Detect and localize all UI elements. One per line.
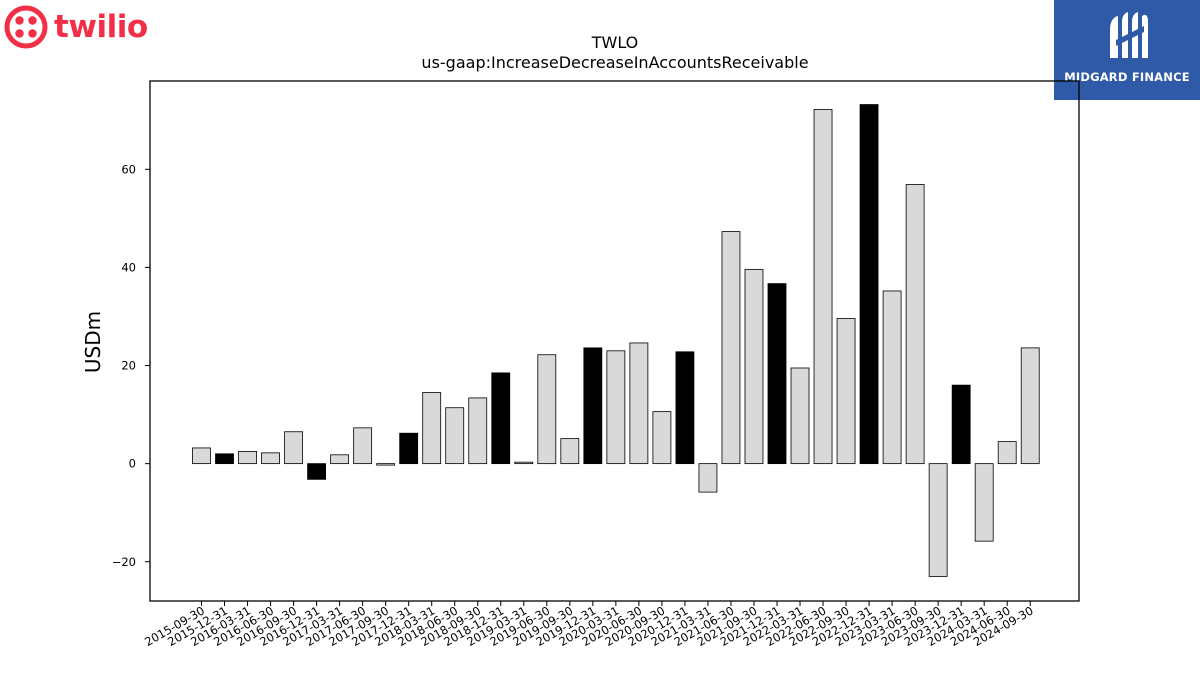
bar-2019-03-31 <box>514 461 534 465</box>
bar-2016-09-30 <box>284 431 303 465</box>
plot-area-frame <box>149 80 1080 602</box>
y-tick-label: 20 <box>121 359 136 373</box>
bar-2020-03-31 <box>606 350 626 465</box>
bar-2024-03-31 <box>974 463 994 542</box>
bar-2022-09-30 <box>836 318 856 465</box>
midgard-logo-icon <box>1110 12 1148 58</box>
y-axis-label: USDm <box>81 311 105 373</box>
bar-2022-06-30 <box>813 109 833 465</box>
bar-2023-09-30 <box>928 463 948 577</box>
bar-2021-03-31 <box>698 463 718 493</box>
bar-2023-12-31 <box>951 384 971 465</box>
midgard-logo-text: MIDGARD FINANCE <box>1064 70 1190 84</box>
bar-2019-09-30 <box>560 438 580 465</box>
bar-2020-09-30 <box>652 411 672 465</box>
midgard-finance-logo: MIDGARD FINANCE <box>1054 0 1200 100</box>
twilio-logo-icon <box>4 5 48 49</box>
bar-2017-03-31 <box>330 454 350 465</box>
bar-2020-06-30 <box>629 342 649 465</box>
bar-2023-03-31 <box>882 290 902 465</box>
bar-2015-09-30 <box>192 447 211 465</box>
bar-series <box>192 104 1040 577</box>
chart-title: TWLO <box>591 33 639 52</box>
twilio-logo: twilio <box>4 4 154 50</box>
bar-2017-12-31 <box>399 432 419 465</box>
x-axis-ticks: 2015-09-302015-12-312016-03-312016-06-30… <box>142 601 1036 649</box>
y-tick-label: 60 <box>121 162 136 176</box>
bar-2022-12-31 <box>859 104 879 465</box>
y-tick-label: 0 <box>129 457 136 471</box>
bar-2021-09-30 <box>744 268 764 465</box>
chart-subtitle: us-gaap:IncreaseDecreaseInAccountsReceiv… <box>421 53 808 72</box>
bar-2016-03-31 <box>238 450 257 465</box>
bar-2021-06-30 <box>721 231 741 465</box>
y-axis-ticks: −20 0 20 40 60 <box>112 162 150 569</box>
bar-2021-12-31 <box>767 283 787 465</box>
bar-2019-06-30 <box>537 354 557 465</box>
bar-2018-12-31 <box>491 372 511 465</box>
bar-2017-06-30 <box>353 427 373 465</box>
bar-2016-12-31 <box>307 463 327 480</box>
bar-2018-09-30 <box>468 397 488 465</box>
bar-2022-03-31 <box>790 367 810 465</box>
twilio-logo-text: twilio <box>54 9 148 45</box>
bar-2019-12-31 <box>583 347 603 465</box>
bar-2024-06-30 <box>997 441 1017 465</box>
bar-2023-06-30 <box>905 184 925 465</box>
bar-2020-12-31 <box>675 351 695 465</box>
bar-2016-06-30 <box>261 452 280 465</box>
bar-2018-06-30 <box>445 407 465 465</box>
bar-2018-03-31 <box>422 392 442 465</box>
bar-2024-09-30 <box>1020 347 1040 465</box>
y-tick-label: −20 <box>112 555 136 569</box>
y-tick-label: 40 <box>121 260 136 274</box>
bar-2017-09-30 <box>376 463 396 466</box>
bar-2015-12-31 <box>215 453 234 465</box>
